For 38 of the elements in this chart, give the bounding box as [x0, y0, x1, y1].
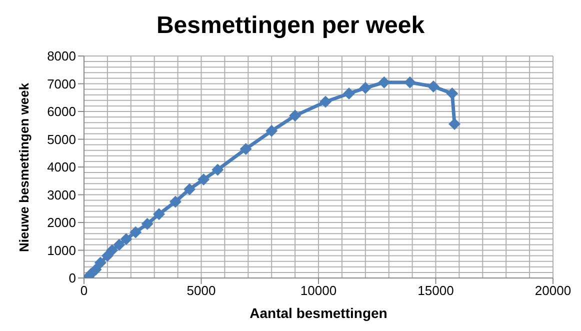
point: [427, 80, 440, 93]
point: [120, 233, 132, 246]
y-tick-label: 8000: [47, 48, 76, 64]
point: [448, 118, 461, 130]
x-tick-label: 10000: [300, 283, 337, 298]
x-axis-title: Aantal besmettingen: [250, 305, 388, 321]
y-tick-label: 0: [68, 270, 76, 286]
y-tick-label: 4000: [47, 160, 76, 175]
point: [141, 218, 154, 230]
point: [184, 183, 196, 196]
point: [198, 173, 210, 186]
point: [94, 256, 106, 269]
y-tick-label: 7000: [47, 76, 76, 92]
point: [90, 264, 102, 276]
y-tick-label: 1000: [47, 242, 76, 258]
point: [359, 82, 372, 94]
point: [106, 244, 118, 256]
y-axis-title: Nieuwe besmettingen week: [16, 82, 32, 252]
point: [169, 196, 182, 208]
x-tick-label: 15000: [418, 283, 454, 298]
point: [289, 110, 302, 122]
point: [266, 124, 278, 137]
y-tick-label: 3000: [47, 187, 76, 202]
point: [212, 164, 224, 176]
y-tick-label: 6000: [47, 104, 76, 120]
chart-title: Besmettingen per week: [155, 11, 426, 41]
point: [240, 142, 252, 155]
x-tick-label: 5000: [186, 283, 216, 298]
x-tick-label: 0: [80, 283, 88, 298]
point: [153, 208, 166, 220]
point: [446, 87, 458, 100]
point: [342, 87, 355, 100]
point: [130, 226, 142, 238]
y-tick-label: 5000: [47, 132, 76, 147]
point: [113, 238, 126, 251]
y-tick-label: 2000: [47, 215, 76, 230]
point: [320, 96, 332, 108]
x-tick-label: 20000: [534, 283, 572, 298]
